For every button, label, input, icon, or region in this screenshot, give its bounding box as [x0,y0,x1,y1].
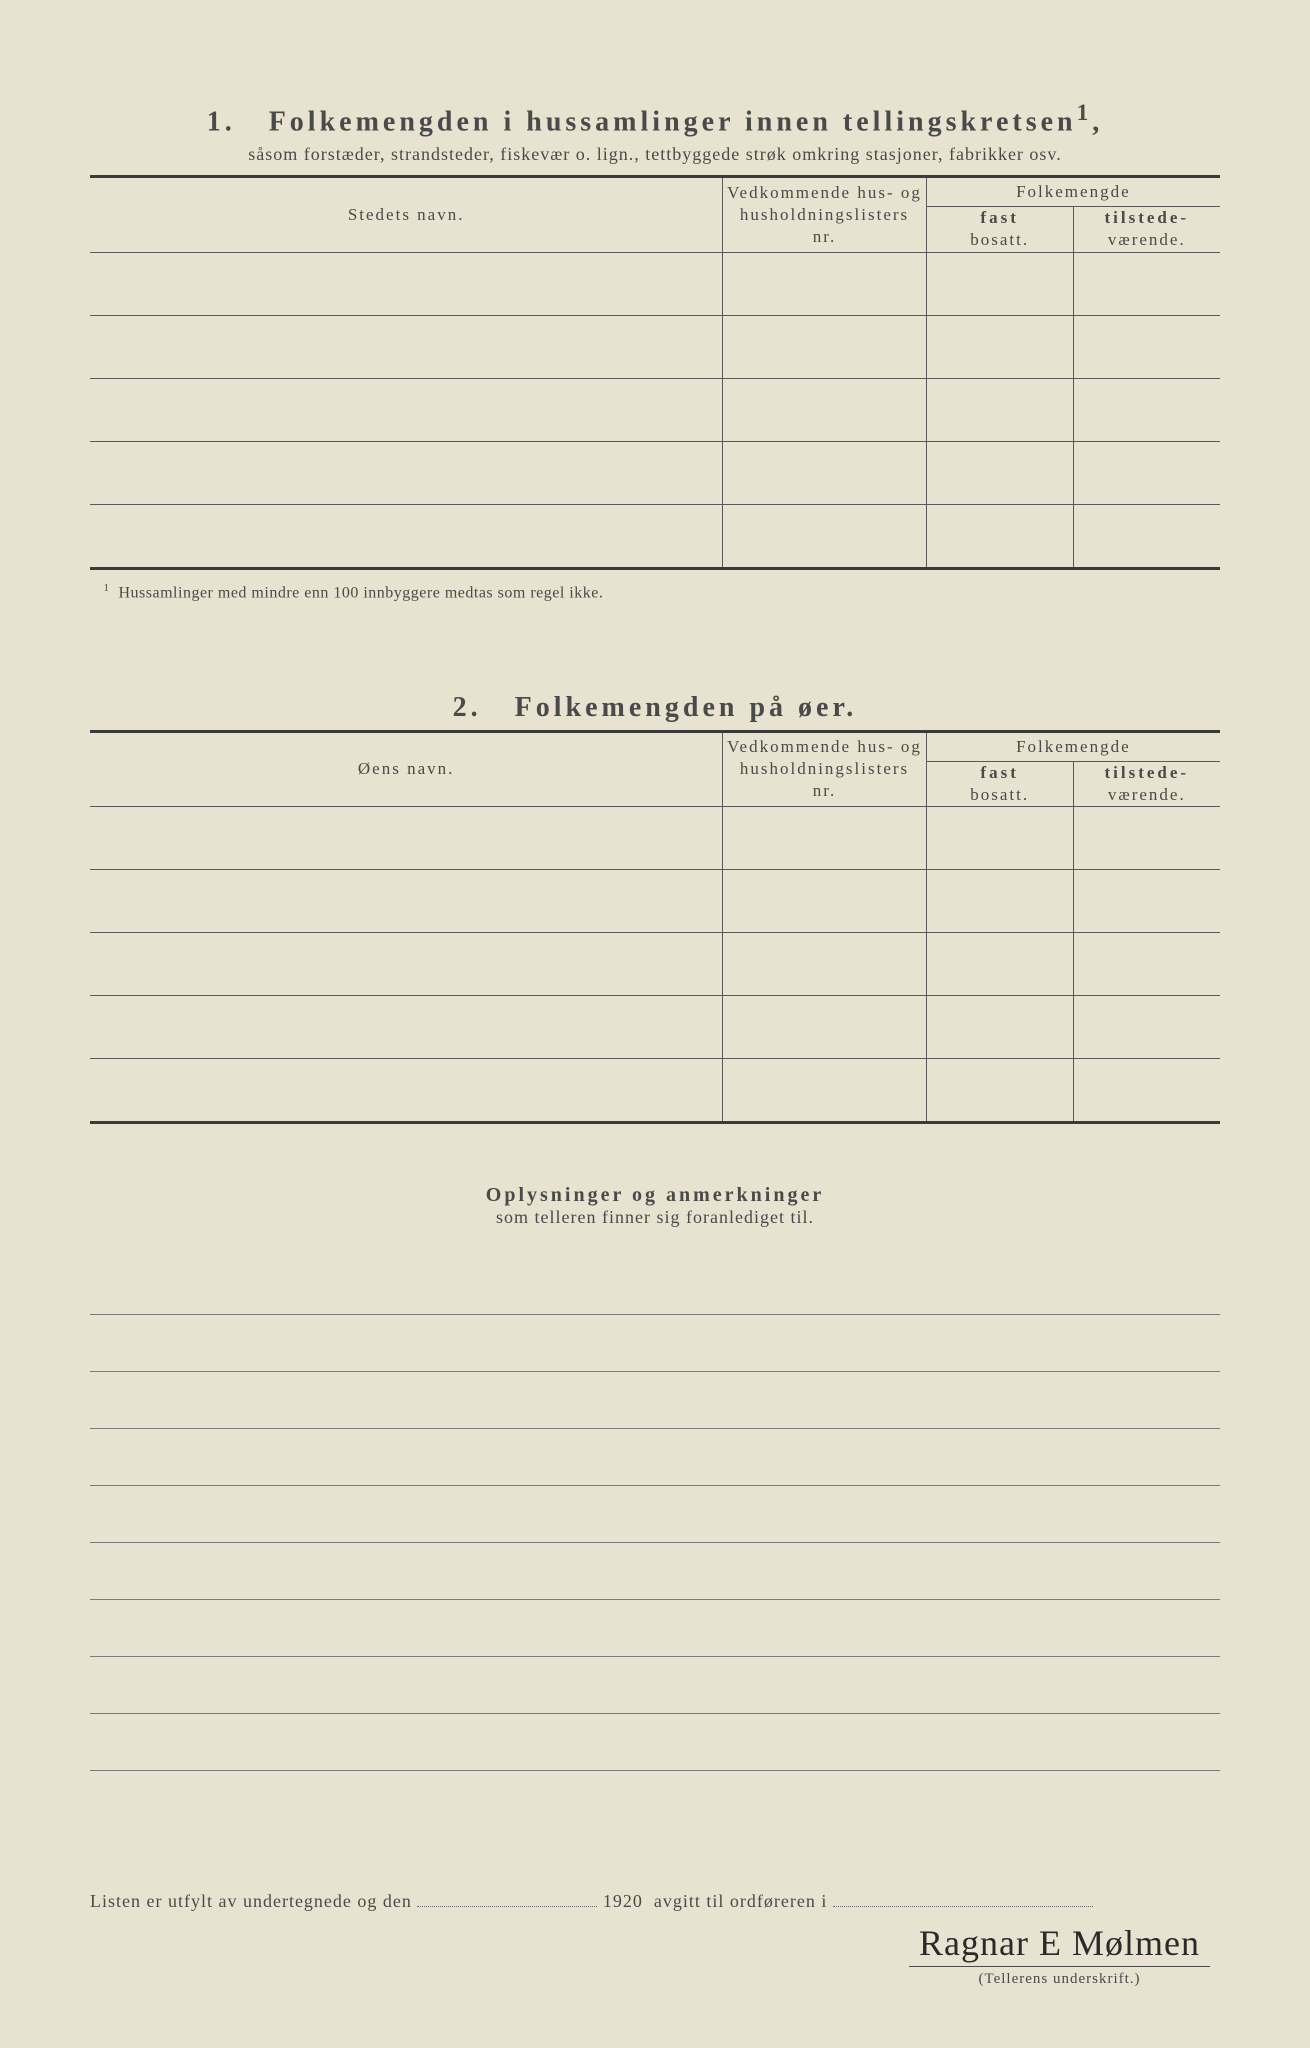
table-cell [926,933,1073,996]
table-cell [723,315,926,378]
header-til-2: tilstede- værende. [1073,761,1220,806]
table-row [90,378,1220,441]
table-cell [1073,441,1220,504]
table-row [90,441,1220,504]
table-cell [1073,870,1220,933]
table-cell [926,1059,1073,1123]
table-cell [926,315,1073,378]
section-1-table: Stedets navn. Vedkommende hus- og hushol… [90,178,1220,569]
ruled-line [90,1657,1220,1714]
table-cell [1073,504,1220,568]
table-cell [1073,252,1220,315]
signature-label: (Tellerens underskrift.) [909,1971,1210,1988]
table-cell [90,378,723,441]
table-row [90,870,1220,933]
table-cell [90,504,723,568]
ruled-line [90,1543,1220,1600]
ruled-line [90,1429,1220,1486]
table-cell [926,807,1073,870]
table-cell [723,996,926,1059]
signature-text: Ragnar E Mølmen [909,1922,1210,1967]
section-1-title: 1. Folkemengden i hussamlinger innen tel… [90,100,1220,138]
table-cell [1073,315,1220,378]
section-2-title: 2. Folkemengden på øer. [90,692,1220,724]
header-ref-1: Vedkommende hus- og husholdningslisters … [723,178,926,252]
ruled-line [90,1258,1220,1315]
table-cell [926,504,1073,568]
table-cell [90,441,723,504]
table-cell [926,996,1073,1059]
header-fast-2: fast bosatt. [926,761,1073,806]
section-1-title-text: Folkemengden i hussamlinger innen tellin… [269,106,1077,137]
table-cell [723,252,926,315]
table-cell [90,870,723,933]
table-row [90,504,1220,568]
section-1-subtitle: såsom forstæder, strandsteder, fiskevær … [90,144,1220,165]
ruled-line [90,1600,1220,1657]
header-til-1: tilstede- værende. [1073,207,1220,252]
table-cell [723,1059,926,1123]
table-cell [90,1059,723,1123]
table-cell [926,378,1073,441]
table-cell [90,315,723,378]
table-row [90,933,1220,996]
table-row [90,996,1220,1059]
table-row [90,1059,1220,1123]
table-row [90,315,1220,378]
table-cell [723,378,926,441]
section-2-table: Øens navn. Vedkommende hus- og husholdni… [90,733,1220,1124]
header-name-2: Øens navn. [90,733,723,807]
table-row [90,807,1220,870]
table-cell [723,441,926,504]
table-cell [1073,996,1220,1059]
table-cell [723,807,926,870]
section-1-number: 1. [207,106,236,137]
table-cell [926,870,1073,933]
remarks-lines [90,1258,1220,1771]
bottom-attestation: Listen er utfylt av undertegnede og den … [90,1891,1220,1912]
header-name-1: Stedets navn. [90,178,723,252]
table-cell [926,252,1073,315]
ruled-line [90,1486,1220,1543]
remarks-subtitle: som telleren finner sig foranlediget til… [90,1207,1220,1228]
header-pop-1: Folkemengde [926,178,1220,207]
section-2-title-text: Folkemengden på øer. [515,692,858,723]
remarks-section: Oplysninger og anmerkninger som telleren… [90,1184,1220,1771]
header-ref-2: Vedkommende hus- og husholdningslisters … [723,733,926,807]
table-cell [90,996,723,1059]
table-cell [90,933,723,996]
table-cell [90,252,723,315]
table-cell [723,933,926,996]
ruled-line [90,1372,1220,1429]
ruled-line [90,1315,1220,1372]
blank-date [417,1906,597,1907]
table-row [90,252,1220,315]
table-cell [723,870,926,933]
section-1-title-sup: 1 [1077,100,1093,126]
section-2: 2. Folkemengden på øer. Øens navn. Vedko… [90,692,1220,1124]
table-cell [1073,933,1220,996]
signature-block: Ragnar E Mølmen (Tellerens underskrift.) [909,1922,1210,1988]
ruled-line [90,1714,1220,1771]
remarks-title: Oplysninger og anmerkninger [90,1184,1220,1207]
section-1: 1. Folkemengden i hussamlinger innen tel… [90,100,1220,602]
table-cell [1073,1059,1220,1123]
section-1-footnote: 1 Hussamlinger med mindre enn 100 innbyg… [90,582,1220,602]
table-cell [1073,807,1220,870]
section-2-number: 2. [453,692,482,723]
table-cell [1073,378,1220,441]
blank-recipient [833,1906,1093,1907]
table-cell [90,807,723,870]
table-cell [723,504,926,568]
header-fast-1: fast bosatt. [926,207,1073,252]
header-pop-2: Folkemengde [926,733,1220,762]
census-form-page: 1. Folkemengden i hussamlinger innen tel… [0,0,1310,2048]
table-cell [926,441,1073,504]
